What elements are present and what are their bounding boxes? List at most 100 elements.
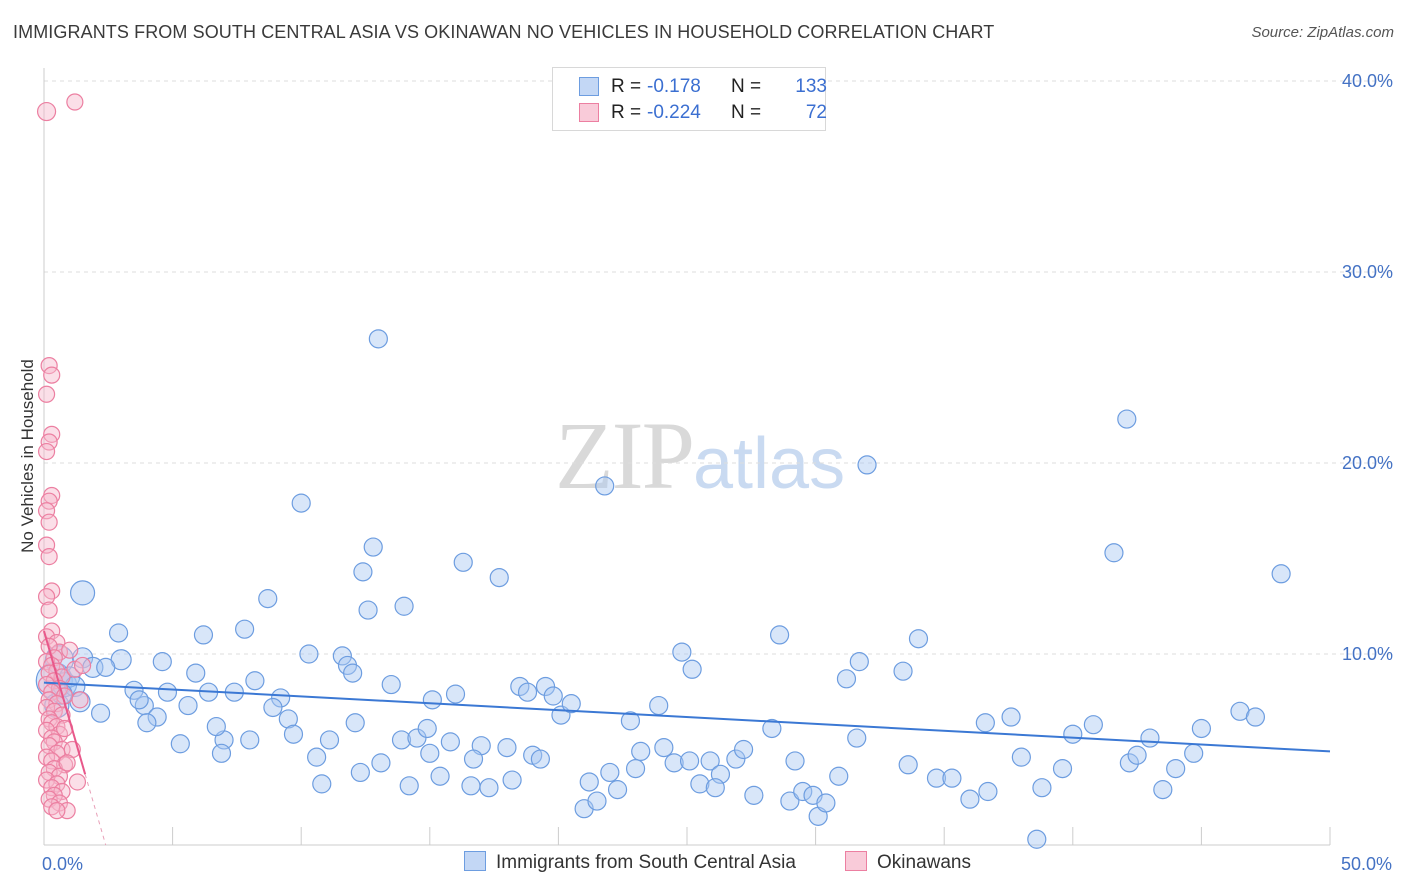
immigrants-point (587, 791, 607, 811)
immigrants-point (1011, 747, 1031, 767)
immigrants-point (391, 730, 412, 750)
immigrants-point (1166, 758, 1186, 779)
immigrants-point (620, 711, 641, 731)
immigrants-point (1191, 718, 1212, 739)
okinawans-point (48, 802, 66, 820)
immigrants-point (147, 707, 167, 727)
okinawans-point (66, 660, 84, 678)
bottom-legend-immigrants: Immigrants from South Central Asia (464, 851, 796, 877)
immigrants-point (332, 646, 352, 666)
immigrants-point (679, 751, 700, 771)
immigrants-point (420, 743, 440, 763)
y-tick-label: 40.0% (1342, 71, 1393, 91)
okinawans-point (40, 601, 58, 619)
y-tick-label: 30.0% (1342, 262, 1393, 282)
immigrants-point (440, 732, 460, 752)
immigrants-point (368, 329, 388, 349)
immigrants-point (399, 776, 419, 796)
immigrants-point (90, 703, 111, 723)
immigrants-point (631, 741, 651, 762)
bottom-legend-label: Okinawans (877, 852, 971, 873)
x-tick-label: 0.0% (42, 854, 83, 874)
okinawans-point (36, 101, 57, 122)
immigrants-point (1052, 758, 1073, 779)
immigrants-point (263, 697, 283, 718)
legend-swatch-pink (579, 103, 599, 122)
bottom-legend-swatch-pink (845, 851, 867, 871)
okinawans-point (37, 588, 56, 606)
immigrants-point (69, 580, 96, 606)
legend-r-value: -0.224 (647, 102, 701, 123)
immigrants-point (157, 682, 178, 702)
immigrants-point (672, 642, 692, 662)
immigrants-point (664, 753, 684, 773)
bottom-legend-okinawans: Okinawans (845, 851, 971, 877)
source-credit: Source: ZipAtlas.com (1251, 24, 1394, 41)
immigrants-point (561, 694, 581, 714)
immigrants-point (762, 718, 782, 739)
immigrants-point (497, 737, 517, 758)
immigrants-point (690, 774, 710, 794)
immigrants-point (271, 688, 291, 708)
bottom-legend-label: Immigrants from South Central Asia (496, 852, 796, 873)
immigrants-point (847, 728, 867, 748)
okinawans-point (66, 93, 84, 111)
immigrants-point (1063, 724, 1083, 744)
immigrants-point (211, 743, 232, 763)
immigrants-point (898, 755, 918, 775)
immigrants-point (1184, 743, 1204, 763)
immigrants-point (178, 695, 198, 716)
immigrants-point (417, 718, 437, 739)
immigrants-point (700, 751, 720, 771)
x-tick-label: 50.0% (1341, 854, 1392, 874)
okinawans-point (40, 547, 58, 566)
okinawans-point (40, 356, 58, 375)
immigrants-point (430, 766, 450, 786)
immigrants-point (849, 652, 869, 672)
immigrants-point (960, 789, 980, 809)
immigrants-point (682, 659, 702, 679)
immigrants-point (785, 751, 805, 771)
bottom-legend-swatch-blue (464, 851, 486, 871)
immigrants-point (744, 785, 764, 805)
immigrants-point (510, 676, 530, 697)
immigrants-point (350, 762, 370, 783)
immigrants-point (129, 690, 149, 710)
immigrants-point (1117, 409, 1137, 429)
immigrants-point (1032, 778, 1052, 798)
y-tick-label: 10.0% (1342, 644, 1393, 664)
immigrants-point (1119, 753, 1139, 773)
okinawans-point (71, 691, 89, 709)
immigrants-point (345, 713, 365, 733)
immigrants-point (829, 766, 849, 786)
immigrants-point (186, 663, 206, 683)
immigrants-point (96, 657, 116, 677)
immigrants-point (245, 671, 265, 691)
immigrants-point (343, 663, 363, 683)
immigrants-point (291, 493, 311, 513)
okinawans-point (37, 385, 56, 403)
okinawans-point (61, 641, 79, 659)
immigrants-point (453, 552, 473, 572)
immigrants-point (1140, 728, 1160, 748)
immigrants-point (733, 739, 754, 760)
immigrants-point (1127, 745, 1147, 765)
immigrants-point (836, 669, 857, 689)
immigrants-point (407, 728, 427, 748)
okinawans-point (68, 773, 87, 791)
immigrants-point (299, 644, 319, 664)
immigrants-point (654, 737, 674, 758)
immigrants-point (625, 758, 646, 779)
immigrants-point (463, 749, 484, 769)
immigrants-point (908, 629, 929, 649)
immigrants-point (1245, 707, 1266, 727)
okinawans-point (40, 492, 58, 510)
immigrants-point (975, 713, 995, 733)
immigrants-point (124, 680, 144, 700)
chart-title: IMMIGRANTS FROM SOUTH CENTRAL ASIA VS OK… (13, 22, 995, 42)
immigrants-point (600, 762, 620, 783)
okinawans-trend-line (43, 630, 87, 775)
legend-r-label: R = (611, 76, 642, 97)
immigrants-point (1001, 707, 1021, 727)
immigrants-point (942, 768, 962, 788)
